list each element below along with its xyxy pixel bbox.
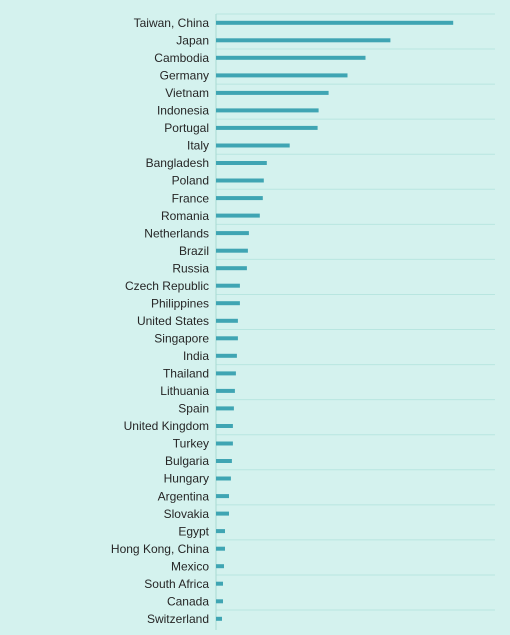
bar-singapore xyxy=(216,336,238,341)
bar-united-kingdom xyxy=(216,424,233,428)
bar-czech-republic xyxy=(216,283,240,288)
bar-bulgaria xyxy=(216,459,232,463)
category-label: Mexico xyxy=(171,559,209,573)
category-label: Poland xyxy=(172,174,209,188)
category-label: India xyxy=(183,349,209,363)
bar-germany xyxy=(216,73,348,78)
bar-france xyxy=(216,196,263,201)
bar-spain xyxy=(216,406,234,411)
category-label: Japan xyxy=(176,34,209,48)
category-label: Taiwan, China xyxy=(134,16,210,30)
bar-canada xyxy=(216,599,223,604)
bar-poland xyxy=(216,178,264,183)
bar-portugal xyxy=(216,125,318,130)
category-label: South Africa xyxy=(144,577,209,591)
category-label: Switzerland xyxy=(147,612,209,626)
category-label: Singapore xyxy=(154,332,209,346)
bar-switzerland xyxy=(216,616,222,621)
bar-thailand xyxy=(216,371,236,376)
bar-lithuania xyxy=(216,388,235,393)
bar-romania xyxy=(216,213,260,218)
category-label: Brazil xyxy=(179,244,209,258)
category-label: Thailand xyxy=(163,367,209,381)
category-label: Slovakia xyxy=(164,507,210,521)
bar-brazil xyxy=(216,248,248,253)
bar-hong-kong-china xyxy=(216,546,225,551)
category-label: Bangladesh xyxy=(146,156,209,170)
category-label: Indonesia xyxy=(157,104,209,118)
category-label: Egypt xyxy=(178,524,209,538)
bar-bangladesh xyxy=(216,161,267,165)
bar-india xyxy=(216,353,237,358)
bar-cambodia xyxy=(216,55,366,60)
bar-russia xyxy=(216,266,247,271)
bar-italy xyxy=(216,143,290,148)
bar-indonesia xyxy=(216,108,319,113)
bar-united-states xyxy=(216,318,238,323)
bar-slovakia xyxy=(216,511,229,516)
bar-mexico xyxy=(216,564,224,569)
category-label: Argentina xyxy=(158,489,210,503)
bar-netherlands xyxy=(216,231,249,236)
bar-argentina xyxy=(216,494,229,499)
category-label: United States xyxy=(137,314,209,328)
category-label: France xyxy=(172,191,210,205)
category-label: Netherlands xyxy=(144,226,209,240)
category-label: Philippines xyxy=(151,296,209,310)
category-label: Spain xyxy=(178,402,209,416)
bar-taiwan-china xyxy=(216,20,454,25)
category-label: Italy xyxy=(187,139,209,153)
bar-vietnam xyxy=(216,90,329,95)
category-label: Cambodia xyxy=(154,51,209,65)
bar-hungary xyxy=(216,476,231,481)
category-label: Turkey xyxy=(173,437,209,451)
category-label: Romania xyxy=(161,209,209,223)
category-label: Portugal xyxy=(164,121,209,135)
bar-south-africa xyxy=(216,581,223,586)
category-labels: Taiwan, China Japan Cambodia Germany Vietnam… xyxy=(111,16,210,626)
category-label: Hong Kong, China xyxy=(111,542,209,556)
category-label: Lithuania xyxy=(160,384,209,398)
category-label: Hungary xyxy=(164,472,209,486)
bar-egypt xyxy=(216,529,225,534)
bar-turkey xyxy=(216,441,233,446)
category-label: Germany xyxy=(160,69,209,83)
bars xyxy=(216,20,454,621)
category-label: Canada xyxy=(167,595,209,609)
category-label: Czech Republic xyxy=(125,279,209,293)
category-label: Russia xyxy=(172,261,209,275)
gridlines xyxy=(216,13,495,611)
bar-japan xyxy=(216,38,391,43)
bar-philippines xyxy=(216,301,240,306)
category-label: Bulgaria xyxy=(165,454,209,468)
category-label: Vietnam xyxy=(165,86,209,100)
category-label: United Kingdom xyxy=(124,419,209,433)
